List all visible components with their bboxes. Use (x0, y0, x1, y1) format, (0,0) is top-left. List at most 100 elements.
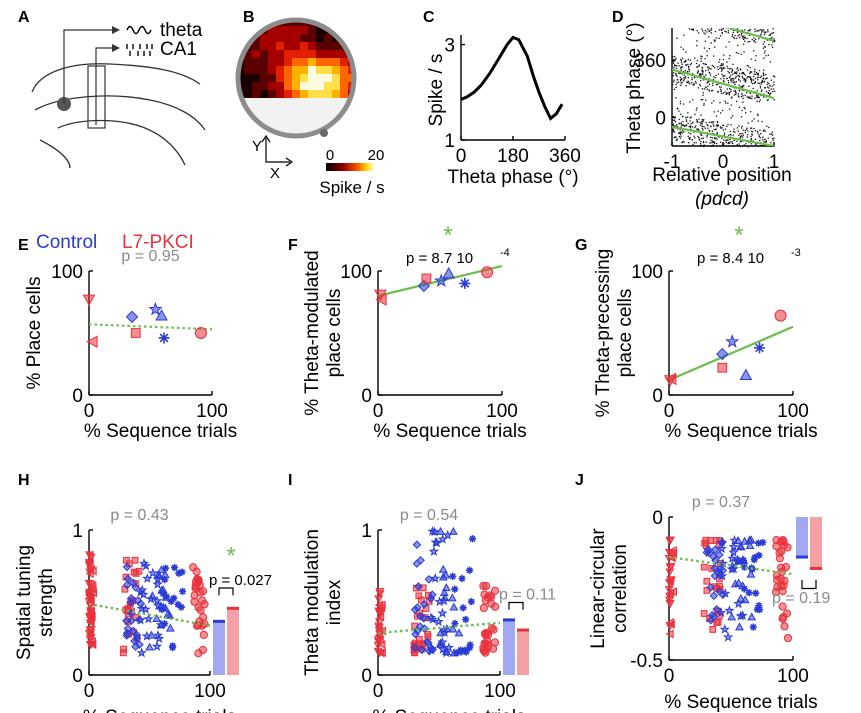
phase-point (706, 50, 708, 52)
phase-point (746, 76, 749, 78)
phase-point (685, 64, 687, 67)
y-axis-label-2: index (324, 579, 345, 625)
phase-point (711, 89, 714, 92)
phase-point (726, 125, 728, 128)
phase-point (760, 31, 763, 33)
data-point (737, 610, 748, 620)
phase-point (692, 28, 694, 31)
phase-point (756, 130, 759, 132)
data-point (709, 591, 719, 601)
phase-point (706, 81, 708, 84)
data-point (138, 557, 150, 568)
phase-point (740, 34, 742, 36)
heatmap-cell (292, 20, 300, 26)
phase-point (702, 70, 704, 72)
phase-point (692, 122, 694, 124)
phase-point (674, 55, 676, 58)
data-point (161, 576, 169, 584)
phase-point (687, 58, 689, 61)
phase-point (761, 29, 763, 31)
phase-point (762, 73, 765, 75)
phase-point (696, 66, 698, 69)
heatmap-cell (308, 66, 316, 74)
phase-point (750, 71, 752, 73)
phase-point (769, 85, 771, 87)
data-point (151, 640, 163, 651)
heatmap-cell (308, 74, 316, 82)
phase-point (678, 132, 681, 134)
phase-point (748, 65, 750, 67)
phase-point (719, 86, 721, 88)
phase-point (738, 84, 740, 86)
phase-point (765, 74, 767, 76)
phase-point (760, 133, 762, 135)
heatmap-cell (348, 26, 354, 34)
data-point (122, 562, 132, 572)
x-tick-label: 0 (456, 146, 467, 167)
heatmap-cell (340, 50, 348, 58)
phase-point (763, 33, 765, 36)
phase-point (710, 28, 713, 30)
phase-point (680, 113, 682, 115)
phase-point (707, 66, 709, 68)
heatmap-cell (260, 34, 268, 42)
phase-point (746, 92, 748, 94)
phase-point (717, 110, 719, 112)
data-point (434, 273, 449, 288)
phase-point (757, 114, 759, 116)
phase-point (731, 34, 734, 36)
phase-point (672, 62, 675, 64)
phase-point (759, 139, 761, 142)
phase-point (685, 116, 687, 119)
data-point (782, 609, 792, 618)
phase-point (773, 81, 775, 83)
y-axis-label-2: place cells (324, 289, 345, 378)
phase-point (709, 130, 711, 132)
phase-point (744, 29, 746, 31)
phase-point (680, 126, 682, 128)
phase-point (732, 29, 735, 32)
phase-point (696, 59, 699, 62)
heatmap-cell (268, 34, 276, 42)
phase-point (701, 134, 703, 136)
phase-point (676, 65, 678, 67)
data-point (148, 301, 163, 316)
data-point (480, 646, 489, 656)
phase-point (712, 65, 715, 67)
phase-point (734, 72, 737, 74)
phase-point (754, 38, 757, 40)
data-point (706, 583, 715, 592)
phase-point (736, 140, 738, 143)
phase-point (711, 64, 713, 67)
phase-point (771, 44, 773, 46)
phase-point (714, 138, 716, 140)
phase-point (774, 76, 776, 78)
data-point (127, 616, 136, 626)
data-point (158, 332, 170, 344)
heatmap-cell (244, 26, 252, 34)
phase-point (756, 97, 758, 99)
panel-label-d: D (612, 9, 624, 26)
phase-point (737, 31, 739, 33)
heatmap-cell (260, 58, 268, 66)
phase-point (773, 90, 776, 92)
heatmap-cell (324, 66, 332, 74)
phase-point (756, 96, 758, 98)
phase-point (701, 28, 703, 30)
phase-point (681, 66, 684, 68)
phase-point (720, 90, 722, 92)
phase-point (768, 90, 770, 92)
phase-point (764, 87, 766, 89)
panel-label-j: J (575, 472, 584, 489)
heatmap-cell (268, 82, 276, 90)
phase-point (720, 86, 722, 88)
y-axis-label-2: place cells (615, 289, 636, 378)
phase-point (693, 142, 695, 144)
phase-point (676, 37, 678, 39)
phase-point (763, 69, 765, 71)
phase-point (714, 30, 717, 33)
phase-point (751, 127, 753, 129)
phase-point (761, 79, 763, 81)
phase-point (701, 69, 703, 71)
